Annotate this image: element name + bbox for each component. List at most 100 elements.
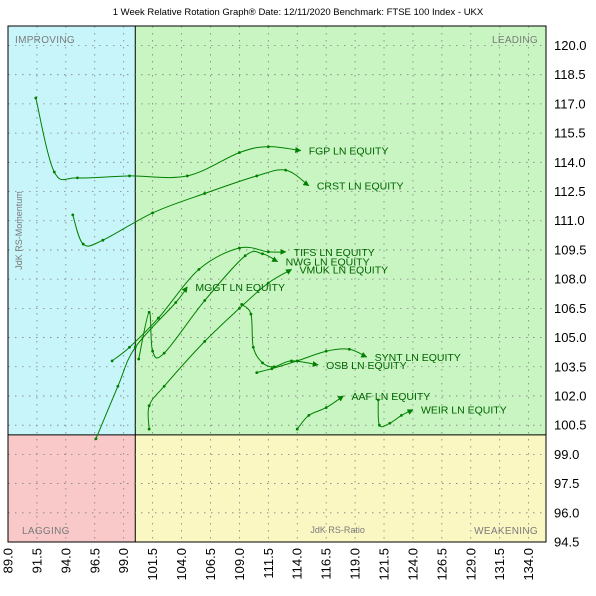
tail-mggt-ln-equity: MGGT LN EQUITY <box>94 282 285 441</box>
y-tick-label: 111.0 <box>554 213 585 228</box>
tail-point <box>147 427 151 431</box>
tail-line <box>72 169 310 247</box>
x-tick-label: 96.5 <box>87 548 102 573</box>
x-tick-label: 104.0 <box>174 548 189 581</box>
tail-point <box>266 250 270 254</box>
tail-point <box>255 371 259 374</box>
tail-point <box>81 242 85 246</box>
tail-point <box>203 299 207 302</box>
y-tick-label: 117.0 <box>554 96 586 111</box>
tail-aaf-ln-equity: AAF LN EQUITY <box>295 391 431 431</box>
tail-point <box>94 437 98 441</box>
y-tick-label: 120.0 <box>554 38 587 53</box>
y-tick-label: 114.0 <box>554 155 586 170</box>
tail-point <box>251 345 255 349</box>
tail-nwg-ln-equity: NWG LN EQUITY <box>137 250 370 361</box>
tail-point <box>162 351 166 355</box>
tail-point <box>243 254 247 258</box>
x-tick-label: 114.0 <box>290 548 305 580</box>
tail-point <box>261 361 264 365</box>
tail-point <box>52 170 56 174</box>
tail-point <box>240 303 244 306</box>
series-label: SYNT LN EQUITY <box>375 352 461 364</box>
x-tick-label: 109.0 <box>232 548 247 581</box>
y-tick-label: 94.5 <box>554 535 579 550</box>
series-label: OSB LN EQUITY <box>326 360 407 372</box>
x-tick-label: 121.5 <box>377 548 392 581</box>
tail-tifs-ln-equity: TIFS LN EQUITY <box>110 246 375 363</box>
tail-point <box>34 96 38 100</box>
y-axis-label: JdK RS-Momentum <box>14 191 24 270</box>
tail-weir-ln-equity: WEIR LN EQUITY <box>376 398 507 428</box>
y-tick-label: 115.5 <box>554 126 586 141</box>
tail-point <box>249 312 253 316</box>
tail-point <box>324 406 328 410</box>
quadrant-leading <box>135 26 547 435</box>
tail-point <box>270 367 274 371</box>
tail-point <box>197 267 201 271</box>
x-tick-label: 129.0 <box>463 548 478 581</box>
y-tick-label: 118.5 <box>554 67 586 82</box>
x-tick-label: 116.5 <box>319 548 334 580</box>
series-label: MGGT LN EQUITY <box>195 282 285 294</box>
tail-point <box>377 423 381 427</box>
tail-point <box>266 145 270 149</box>
series-label: AAF LN EQUITY <box>352 391 431 403</box>
tail-point <box>147 310 151 314</box>
x-tick-label: 111.5 <box>261 548 276 579</box>
y-tick-label: 112.5 <box>554 184 586 199</box>
tail-point <box>347 347 351 351</box>
quadrant-label-improving: IMPROVING <box>15 35 75 46</box>
tail-point <box>203 192 207 195</box>
tail-line <box>256 348 368 374</box>
x-tick-label: 94.0 <box>58 548 73 573</box>
y-tick-label: 102.0 <box>554 388 587 403</box>
tail-point <box>376 398 380 402</box>
y-tick-label: 109.5 <box>554 242 587 257</box>
tail-point <box>157 316 160 320</box>
tail-line <box>296 395 345 430</box>
tail-point <box>128 174 131 178</box>
tail-point <box>272 365 276 369</box>
tail-point <box>133 345 137 349</box>
x-tick-label: 124.0 <box>405 548 420 581</box>
x-tick-label: 91.5 <box>29 548 44 573</box>
series-label: TIFS LN EQUITY <box>294 247 375 259</box>
x-axis-ticks: 89.0 91.5 94.0 96.5 99.0 101.5 104.0 106.5 109.0… <box>1 548 537 581</box>
tail-vmuk-ln-equity: VMUK LN EQUITY <box>147 264 388 431</box>
quadrant-weakening <box>135 434 547 542</box>
chart-title: 1 Week Relative Rotation Graph® Date: 12… <box>113 7 484 18</box>
tail-point <box>71 213 75 217</box>
y-tick-label: 106.5 <box>554 301 587 316</box>
tail-point <box>290 359 293 363</box>
tail-point <box>261 252 264 256</box>
tail-point <box>388 421 392 425</box>
x-tick-label: 126.5 <box>434 548 449 581</box>
x-axis-label: JdK RS-Ratio <box>310 525 365 535</box>
tail-point <box>151 349 155 353</box>
tail-point <box>162 384 166 388</box>
y-tick-label: 103.5 <box>554 359 587 374</box>
series-label: VMUK LN EQUITY <box>299 264 388 276</box>
tail-point <box>237 151 241 154</box>
rotation-tails: FGP LN EQUITY CRST LN EQUITY TIFS LN EQUIT… <box>34 96 507 441</box>
tail-point <box>101 238 105 242</box>
tail-point <box>174 301 178 304</box>
y-axis-ticks: 94.5 96.0 97.5 99.0 100.5 102.0 103.5 105.0 106.… <box>554 38 587 550</box>
x-tick-label: 89.0 <box>1 548 16 573</box>
tail-point <box>284 168 288 172</box>
tail-osb-ln-equity: OSB LN EQUITY <box>240 303 407 372</box>
tail-point <box>237 306 241 310</box>
quadrant-backgrounds <box>8 26 547 542</box>
x-tick-label: 134.0 <box>521 548 536 581</box>
tail-point <box>237 246 241 250</box>
tail-point <box>147 404 151 408</box>
quadrant-label-lagging: LAGGING <box>22 526 70 537</box>
series-label: WEIR LN EQUITY <box>421 405 507 417</box>
tail-point <box>137 357 141 361</box>
series-label: FGP LN EQUITY <box>309 146 389 158</box>
grid <box>7 26 546 543</box>
quadrant-label-leading: LEADING <box>492 35 538 46</box>
tail-point <box>128 345 131 349</box>
